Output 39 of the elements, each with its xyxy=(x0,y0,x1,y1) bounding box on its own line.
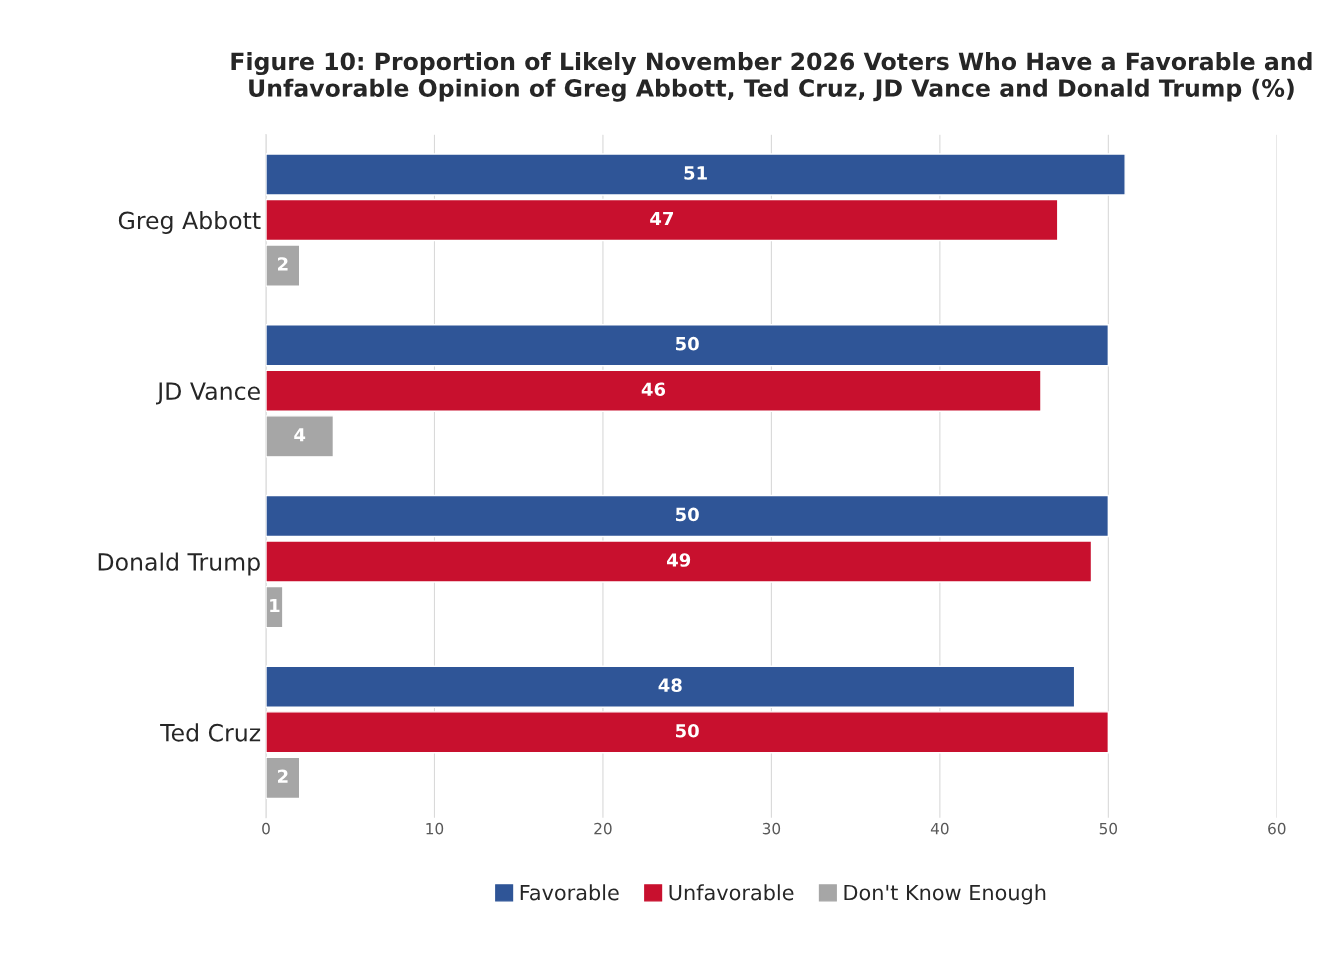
x-tick-label: 20 xyxy=(594,822,612,835)
legend-label: Favorable xyxy=(520,884,619,901)
data-label: 48 xyxy=(658,678,682,693)
data-label: 51 xyxy=(684,166,707,180)
y-tick-label: JD Vance xyxy=(156,382,260,405)
bar xyxy=(266,198,1059,242)
x-tick-label: 40 xyxy=(930,822,949,835)
legend-label: Don't Know Enough xyxy=(844,884,1046,905)
data-label: 2 xyxy=(277,769,288,783)
bar xyxy=(266,244,301,287)
x-tick-label: 0 xyxy=(262,822,270,835)
data-label: 4 xyxy=(294,428,306,442)
bar xyxy=(266,585,284,629)
x-tick-label: 10 xyxy=(426,822,444,835)
x-tick-label: 60 xyxy=(1268,822,1286,835)
data-label: 47 xyxy=(650,211,674,226)
bar xyxy=(266,756,301,800)
bar xyxy=(266,369,1042,412)
y-tick-label: Donald Trump xyxy=(98,552,260,576)
data-label: 49 xyxy=(666,553,691,567)
y-tick-label: Ted Cruz xyxy=(160,723,261,742)
data-label: 50 xyxy=(676,336,699,351)
bar xyxy=(266,540,1093,583)
y-tick-label: Greg Abbott xyxy=(118,211,261,234)
bar xyxy=(266,415,335,458)
bar xyxy=(266,494,1110,538)
data-label: 1 xyxy=(270,598,280,613)
chart-title: Figure 10: Proportion of Likely November 2026 Voters Who Have a Favorable and Unfavorable Opinion of Greg Abbott, Ted Cruz, JD Vance and Donald Trump (%) xyxy=(231,52,1312,102)
bar xyxy=(266,153,1126,196)
bar xyxy=(266,665,1076,708)
data-label: 46 xyxy=(641,382,666,397)
legend-label: Unfavorable xyxy=(669,884,794,901)
x-tick-label: 50 xyxy=(1099,822,1118,835)
data-label: 2 xyxy=(277,257,288,271)
x-tick-label: 30 xyxy=(762,822,781,835)
data-label: 50 xyxy=(676,507,699,522)
bar xyxy=(266,711,1110,754)
bar xyxy=(266,324,1110,367)
data-label: 50 xyxy=(676,723,699,738)
